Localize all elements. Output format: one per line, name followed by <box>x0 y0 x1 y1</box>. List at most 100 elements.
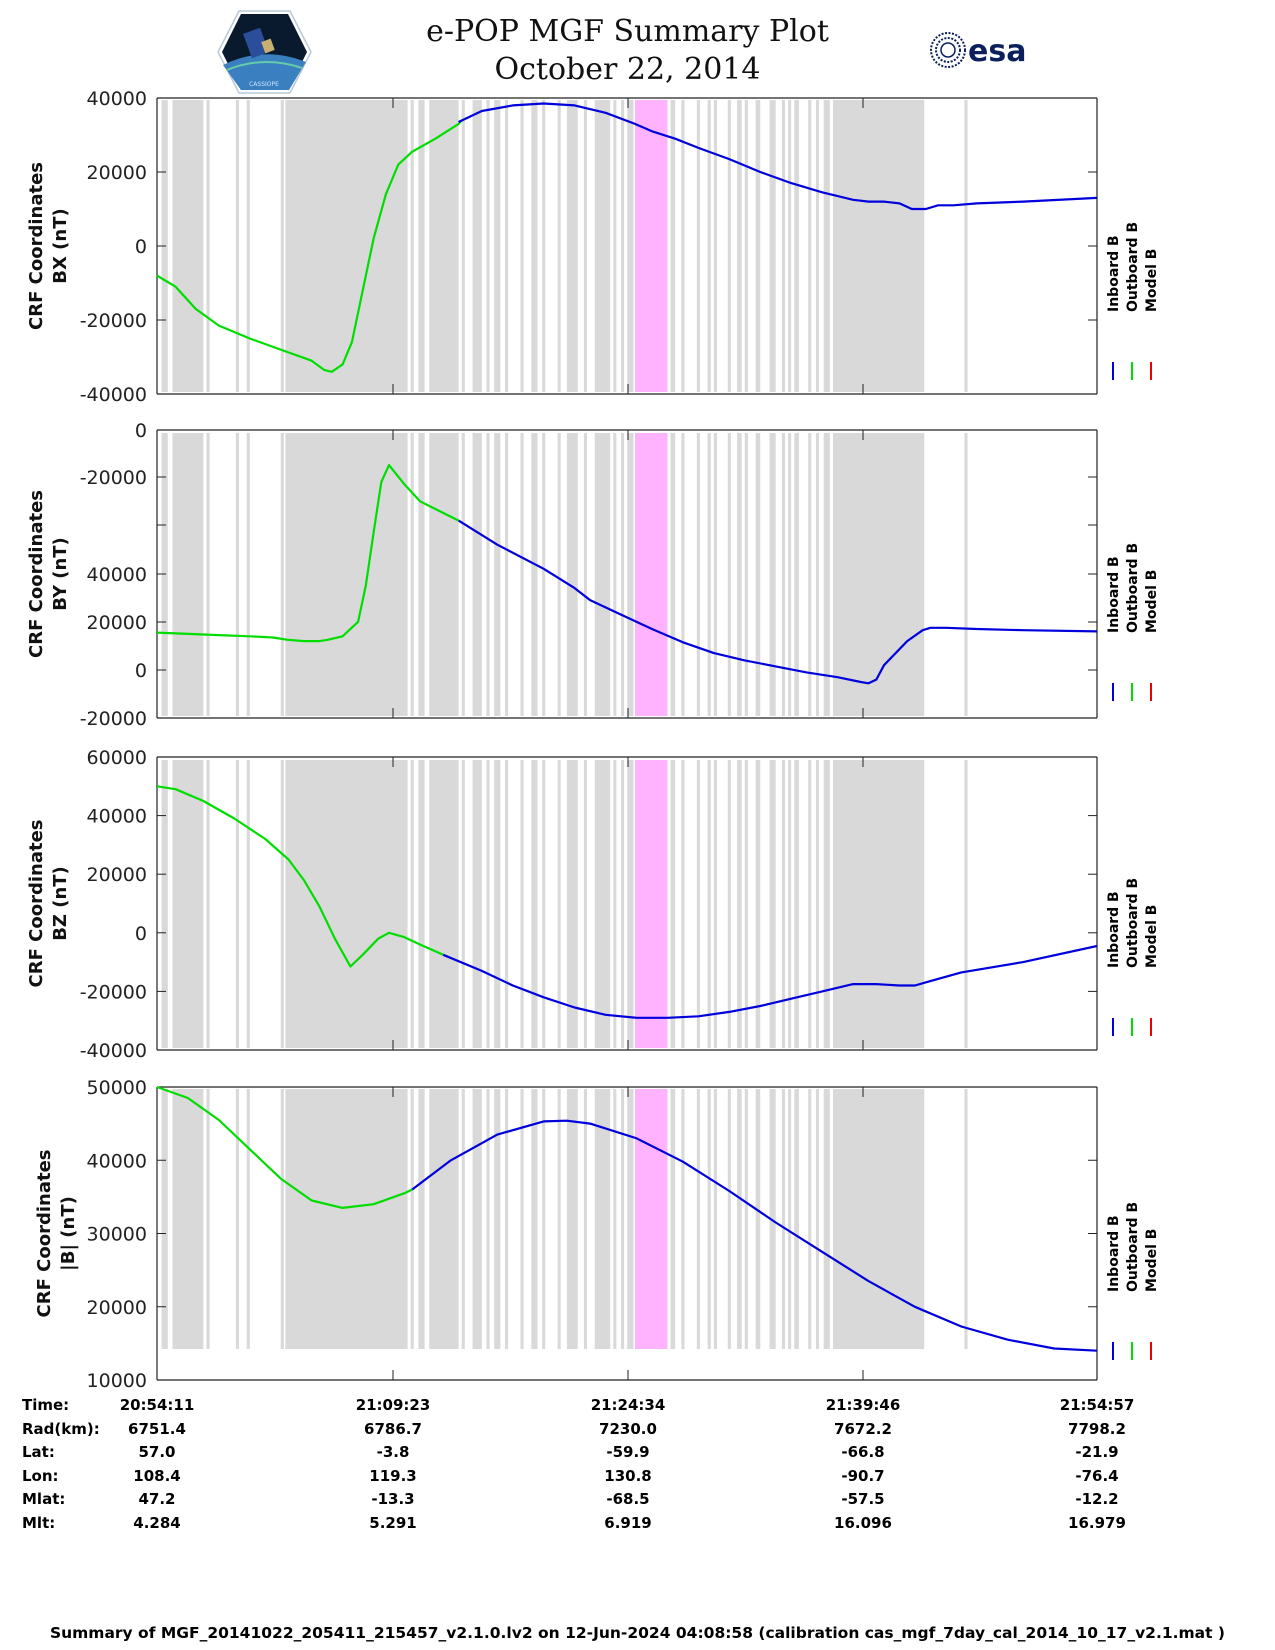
ephemeris-cell: 20:54:11 <box>119 1396 195 1414</box>
data-gap-band <box>486 1089 490 1349</box>
data-gap-band <box>727 100 731 392</box>
data-gap-band <box>418 433 425 716</box>
data-gap-band <box>161 760 168 1048</box>
ephemeris-cell: 16.979 <box>1068 1513 1126 1532</box>
data-gap-band <box>494 100 501 392</box>
data-gap-band <box>781 433 786 716</box>
data-gap-band <box>520 433 524 716</box>
data-gap-band <box>280 433 284 716</box>
y-tick-label: -20000 <box>80 467 147 489</box>
y-tick-label: 40000 <box>87 88 147 110</box>
data-gap-band <box>744 760 748 1048</box>
data-gap-band <box>737 433 742 716</box>
ephemeris-cell: 7672.2 <box>834 1419 892 1438</box>
data-gap-band <box>696 433 700 716</box>
data-gap-band <box>410 433 414 716</box>
y-tick-label: 40000 <box>87 806 147 828</box>
data-gap-band <box>531 760 538 1048</box>
data-gap-band <box>583 100 588 392</box>
data-gap-band <box>285 1089 408 1349</box>
panel-by: 0 -20000 40000 20000 0 -20000 CRF Coordinates B… <box>26 420 1160 730</box>
y-tick-label: -20000 <box>80 981 147 1003</box>
data-gap-band <box>744 100 748 392</box>
data-gap-band <box>486 760 490 1048</box>
data-gap-band <box>627 760 634 1048</box>
data-gap-band <box>172 760 204 1048</box>
y-tick-label: 60000 <box>87 747 147 769</box>
y-tick-label: 10000 <box>87 1370 147 1392</box>
ephemeris-cell: 4.284 <box>133 1513 181 1532</box>
legend-label: Outboard B <box>1125 543 1141 633</box>
data-gap-band <box>542 433 546 716</box>
data-gap-band <box>472 760 482 1048</box>
ephemeris-row-label: Rad(km): <box>22 1419 100 1438</box>
y-axis-label: |B| (nT) <box>58 1196 79 1271</box>
data-gap-band <box>788 100 792 392</box>
y-tick-label: 0 <box>135 420 147 442</box>
data-gap-band <box>505 100 509 392</box>
ephemeris-row-label: Mlt: <box>22 1513 56 1532</box>
esa-logo-icon: esa <box>928 30 1038 70</box>
data-gap-band <box>794 760 799 1048</box>
ephemeris-cell: 119.3 <box>369 1466 417 1485</box>
data-gap-band <box>788 433 792 716</box>
outboard-b-line <box>156 119 463 373</box>
y-tick-label: 20000 <box>87 162 147 184</box>
legend-label: Model B <box>1144 1229 1160 1292</box>
highlight-band <box>634 100 668 392</box>
data-gap-band <box>815 100 820 392</box>
y-tick-label: -40000 <box>80 384 147 406</box>
data-gap-band <box>461 100 465 392</box>
ephemeris-row-label: Mlat: <box>22 1490 66 1508</box>
data-gap-band <box>823 760 830 1048</box>
data-gap-band <box>737 760 742 1048</box>
highlight-band <box>634 760 668 1048</box>
data-gap-band <box>206 760 210 1048</box>
data-gap-band <box>696 1089 700 1349</box>
data-gap-band <box>557 760 561 1048</box>
data-gap-band <box>235 100 239 392</box>
ephemeris-cell: 130.8 <box>604 1466 652 1485</box>
data-gap-band <box>280 100 284 392</box>
data-gap-band <box>594 760 611 1048</box>
legend-label: Inboard B <box>1106 235 1122 312</box>
ephemeris-row-label: Lat: <box>22 1443 55 1461</box>
y-tick-label: 30000 <box>87 1224 147 1246</box>
data-gap-band <box>472 1089 482 1349</box>
data-gap-band <box>486 433 490 716</box>
ephemeris-cell: 7798.2 <box>1068 1419 1126 1438</box>
ephemeris-cell: 21:09:23 <box>355 1396 431 1414</box>
data-gap-band <box>815 433 820 716</box>
legend-label: Inboard B <box>1106 891 1122 968</box>
esa-logo-text: esa <box>968 34 1026 69</box>
legend-label: Outboard B <box>1125 222 1141 312</box>
data-gap-band <box>418 1089 425 1349</box>
data-gap-band <box>794 433 799 716</box>
y-tick-label: 0 <box>135 660 147 682</box>
data-gap-band <box>755 760 761 1048</box>
y-axis-label: CRF Coordinates <box>26 162 47 330</box>
ephemeris-cell: 16.096 <box>834 1513 892 1532</box>
data-gap-band <box>707 100 711 392</box>
data-gap-band <box>823 100 830 392</box>
y-axis-label: BY (nT) <box>50 537 71 611</box>
data-gap-band <box>696 100 700 392</box>
outboard-b-line <box>156 1085 413 1210</box>
data-gap-band <box>461 760 465 1048</box>
data-gap-band <box>696 760 700 1048</box>
y-tick-label: -20000 <box>80 708 147 730</box>
legend-label: Model B <box>1144 905 1160 968</box>
chart-date: October 22, 2014 <box>494 52 761 87</box>
legend-label: Model B <box>1144 570 1160 633</box>
data-gap-band <box>206 1089 210 1349</box>
y-tick-label: 0 <box>135 923 147 945</box>
data-gap-band <box>531 433 538 716</box>
data-gap-band <box>542 100 546 392</box>
ephemeris-cell: -12.2 <box>1075 1490 1119 1508</box>
y-axis-label: BZ (nT) <box>50 866 71 941</box>
data-gap-band <box>472 433 482 716</box>
data-gap-band <box>808 1089 812 1349</box>
data-gap-band <box>613 760 617 1048</box>
data-gap-band <box>681 433 685 716</box>
data-gap-band <box>769 433 776 716</box>
